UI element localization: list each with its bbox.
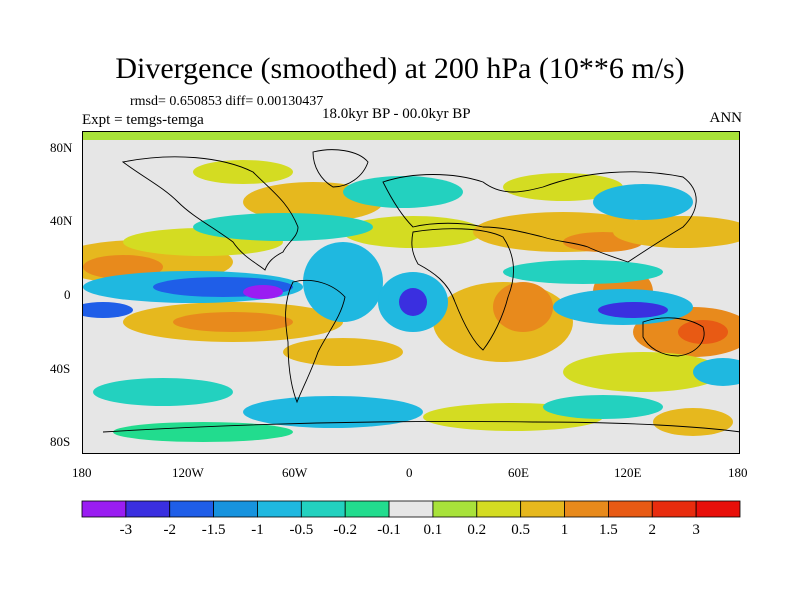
colorbar-label: -2 bbox=[163, 522, 176, 538]
season-label: ANN bbox=[709, 110, 743, 126]
colorbar-box bbox=[344, 500, 390, 518]
arctic-band bbox=[83, 132, 739, 140]
colorbar-box bbox=[608, 500, 653, 518]
colorbar-label: 0.5 bbox=[511, 522, 531, 538]
eurasia-outline bbox=[382, 171, 697, 263]
plot-title: Divergence (smoothed) at 200 hPa (10**6 … bbox=[115, 52, 685, 85]
colorbar-box bbox=[695, 500, 741, 518]
colorbar-box bbox=[81, 500, 127, 518]
colorbar-label: -3 bbox=[119, 522, 133, 538]
y-tick-80n: 80N bbox=[50, 140, 73, 155]
colorbar-box bbox=[257, 500, 302, 518]
colorbar-label: 3 bbox=[692, 522, 700, 538]
x-tick-60w: 60W bbox=[282, 465, 308, 480]
greenland-outline bbox=[312, 149, 369, 188]
y-tick-80s: 80S bbox=[50, 434, 71, 449]
colorbar-box bbox=[213, 500, 258, 518]
colorbar-box bbox=[169, 500, 215, 518]
colorbar-box bbox=[520, 500, 565, 518]
colorbar-label: -0.5 bbox=[289, 522, 314, 538]
coastlines bbox=[102, 149, 739, 433]
colorbar-box bbox=[388, 500, 434, 518]
period-label: 18.0kyr BP - 00.0kyr BP bbox=[322, 106, 471, 122]
y-tick-0: 0 bbox=[64, 287, 71, 302]
colorbar-box bbox=[125, 500, 171, 518]
south-america-outline bbox=[285, 279, 346, 404]
x-tick-120e: 120E bbox=[614, 465, 642, 480]
x-tick-0: 0 bbox=[406, 465, 413, 480]
y-tick-40n: 40N bbox=[50, 213, 73, 228]
colorbar-label: 1 bbox=[560, 522, 569, 538]
colorbar-label: -0.1 bbox=[377, 522, 401, 538]
divergence-map bbox=[82, 131, 740, 454]
colorbar-box bbox=[300, 500, 346, 518]
australia-outline bbox=[642, 317, 705, 357]
map-field bbox=[83, 132, 739, 453]
x-tick-60e: 60E bbox=[508, 465, 529, 480]
statistics-label: rmsd= 0.650853 diff= 0.00130437 bbox=[130, 94, 324, 109]
colorbar-label: 0.1 bbox=[423, 522, 443, 538]
x-tick-180w: 180 bbox=[72, 465, 92, 480]
colorbar-label: -1 bbox=[251, 522, 264, 538]
y-tick-40s: 40S bbox=[50, 361, 71, 376]
colorbar-box bbox=[564, 500, 609, 518]
colorbar-label: 1.5 bbox=[599, 522, 618, 538]
colorbar-label: -0.2 bbox=[333, 522, 358, 538]
colorbar-box bbox=[432, 500, 478, 518]
colorbar-box bbox=[651, 500, 697, 518]
x-tick-180e: 180 bbox=[728, 465, 748, 480]
colorbar-box bbox=[476, 500, 522, 518]
experiment-label: Expt = temgs-temga bbox=[82, 112, 204, 128]
x-tick-120w: 120W bbox=[172, 465, 204, 480]
negative-anomaly-field bbox=[83, 176, 739, 442]
colorbar-label: 0.2 bbox=[467, 522, 487, 538]
north-america-outline bbox=[121, 156, 299, 271]
colorbar-label: -1.5 bbox=[201, 522, 226, 538]
colorbar-label: 2 bbox=[648, 522, 657, 538]
africa-outline bbox=[411, 228, 514, 351]
antarctica-outline bbox=[102, 421, 739, 433]
